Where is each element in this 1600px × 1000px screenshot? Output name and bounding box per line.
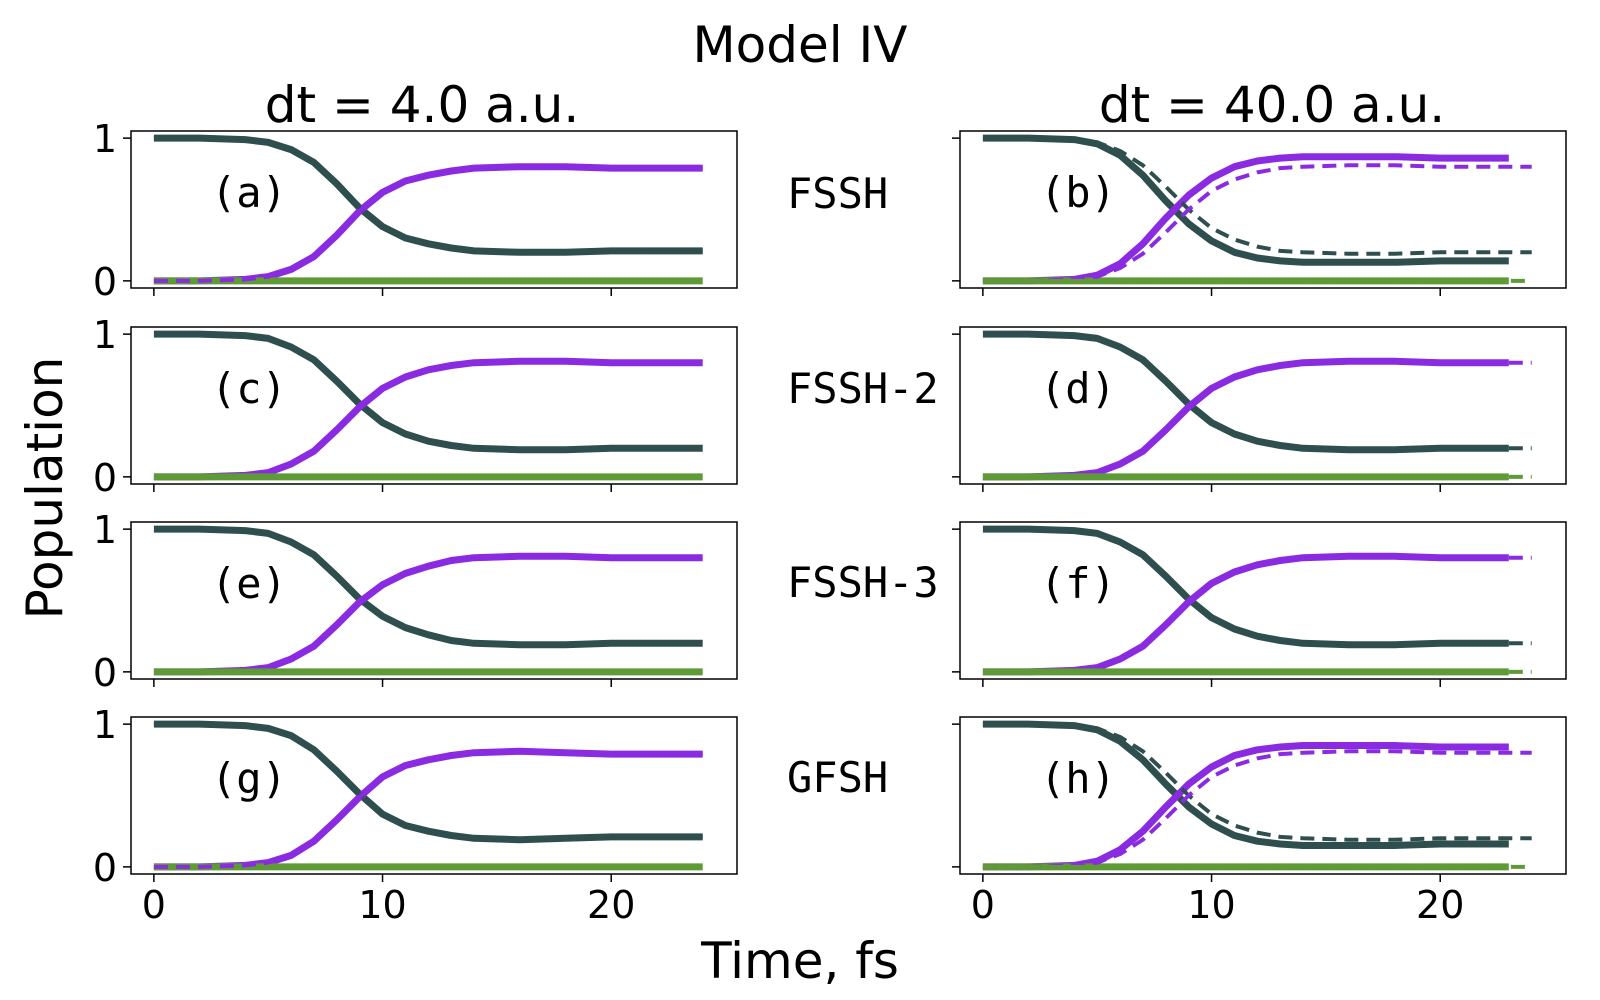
x-tick-label: 0 bbox=[971, 883, 995, 927]
panel-label: (c) bbox=[211, 364, 287, 413]
panel-c: 0 1 (c) bbox=[93, 313, 737, 500]
y-tick-label: 1 bbox=[93, 703, 117, 747]
y-tick-label: 0 bbox=[93, 456, 117, 500]
panels: 01(a) (b)01(c) (d)01(e) (f)010 10 20(g)0 10 20(… bbox=[93, 117, 1566, 927]
panel-h: 0 10 20 (h) bbox=[952, 717, 1566, 927]
panel-e: 0 1 (e) bbox=[93, 508, 737, 695]
panel-label: (d) bbox=[1040, 364, 1116, 413]
x-tick-label: 10 bbox=[1187, 883, 1235, 927]
figure-title: Model IV bbox=[693, 16, 908, 74]
y-tick-label: 1 bbox=[93, 508, 117, 552]
y-axis-label: Population bbox=[16, 357, 74, 620]
panel-label: (g) bbox=[211, 754, 287, 803]
panel-a: 0 1 (a) bbox=[93, 117, 737, 304]
method-label-gfsh: GFSH bbox=[787, 753, 888, 802]
method-label-fssh: FSSH bbox=[787, 169, 888, 218]
x-tick-label: 10 bbox=[358, 883, 406, 927]
panel-label: (f) bbox=[1040, 559, 1116, 608]
column-title-left: dt = 4.0 a.u. bbox=[265, 76, 580, 134]
y-tick-label: 0 bbox=[93, 260, 117, 304]
x-tick-label: 20 bbox=[1416, 883, 1464, 927]
panel-d: (d) bbox=[952, 327, 1566, 492]
y-tick-label: 0 bbox=[93, 846, 117, 890]
y-tick-label: 1 bbox=[93, 117, 117, 161]
x-tick-label: 0 bbox=[142, 883, 166, 927]
method-label-fssh-2: FSSH-2 bbox=[787, 364, 939, 413]
x-tick-label: 20 bbox=[587, 883, 635, 927]
panel-b: (b) bbox=[952, 131, 1566, 296]
x-axis-label: Time, fs bbox=[700, 932, 899, 990]
panel-label: (h) bbox=[1040, 754, 1116, 803]
y-tick-label: 0 bbox=[93, 651, 117, 695]
panel-label: (e) bbox=[211, 559, 287, 608]
panel-label: (a) bbox=[211, 168, 287, 217]
panel-g: 010 10 20(g) bbox=[93, 703, 737, 927]
method-label-fssh-3: FSSH-3 bbox=[787, 558, 939, 607]
panel-label: (b) bbox=[1040, 168, 1116, 217]
panel-f: (f) bbox=[952, 522, 1566, 687]
y-tick-label: 1 bbox=[93, 313, 117, 357]
column-title-right: dt = 40.0 a.u. bbox=[1099, 76, 1445, 134]
